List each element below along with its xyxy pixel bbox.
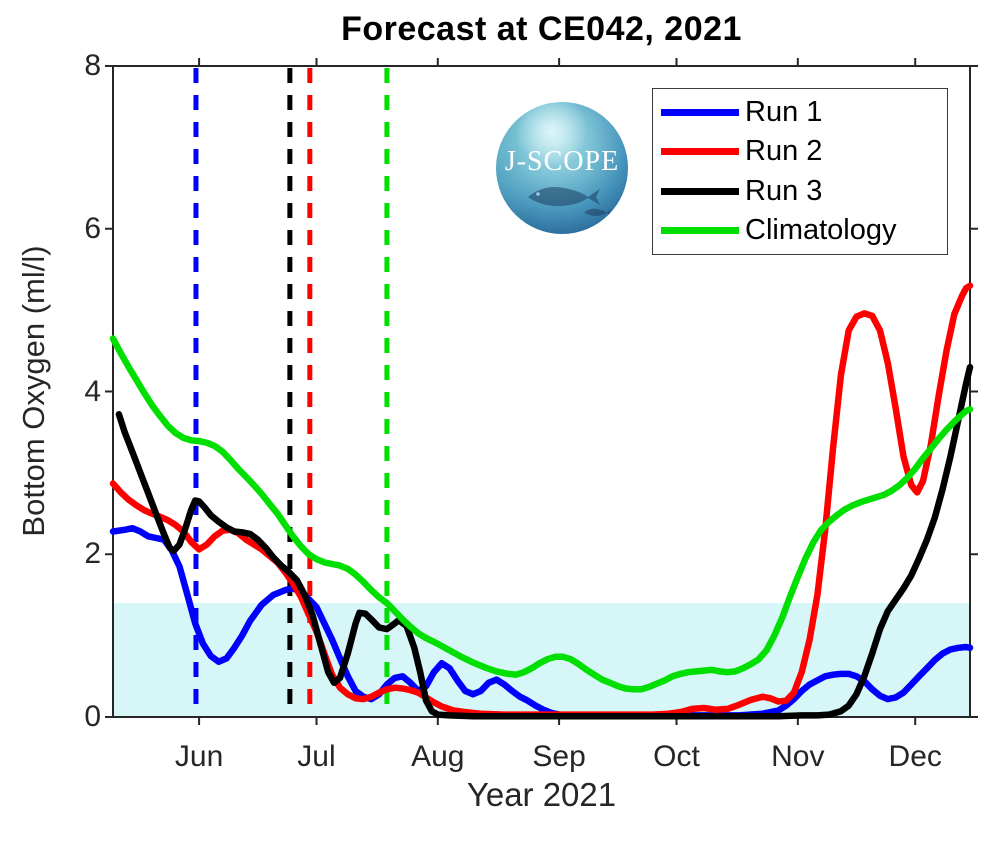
y-tick-label: 2 [84, 537, 101, 571]
legend-label-run2: Run 2 [745, 135, 823, 168]
x-axis-label: Year 2021 [466, 776, 617, 813]
x-tick-label-oct: Oct [653, 740, 700, 773]
jscope-logo: J-SCOPE [496, 102, 628, 234]
x-tick-label-jul: Jul [297, 740, 336, 773]
legend: Run 1 Run 2 Run 3 Climatology [652, 88, 948, 255]
legend-item-run1: Run 1 [661, 98, 947, 127]
series-climatology [109, 335, 974, 693]
climatology-line-swatch [661, 226, 739, 234]
legend-label-run3: Run 3 [745, 174, 823, 207]
x-tick-label-jun: Jun [174, 740, 224, 773]
legend-item-climatology: Climatology [661, 213, 947, 246]
chart-title: Forecast at CE042, 2021 [341, 10, 742, 48]
jscope-logo-text: J-SCOPE [504, 146, 620, 177]
x-tick-label-sep: Sep [532, 740, 586, 773]
y-tick-label: 6 [84, 211, 101, 245]
x-tick-label-aug: Aug [411, 740, 465, 773]
run2-line-swatch [661, 148, 739, 156]
x-tick-label-nov: Nov [771, 740, 825, 773]
legend-item-run3: Run 3 [661, 174, 947, 207]
legend-item-run2: Run 2 [661, 137, 947, 166]
legend-label-run1: Run 1 [745, 96, 823, 129]
legend-label-climatology: Climatology [745, 213, 897, 246]
fish-icon [528, 187, 600, 207]
run3-line-swatch [661, 187, 739, 195]
x-tick-label-dec: Dec [888, 740, 942, 773]
small-fish-icon [584, 208, 612, 216]
series-run-1 [109, 524, 974, 719]
y-tick-label: 8 [84, 49, 101, 82]
series-run-3 [115, 363, 974, 720]
y-tick-label: 0 [84, 700, 101, 733]
run1-line-swatch [661, 109, 739, 117]
y-tick-label: 4 [84, 374, 101, 408]
